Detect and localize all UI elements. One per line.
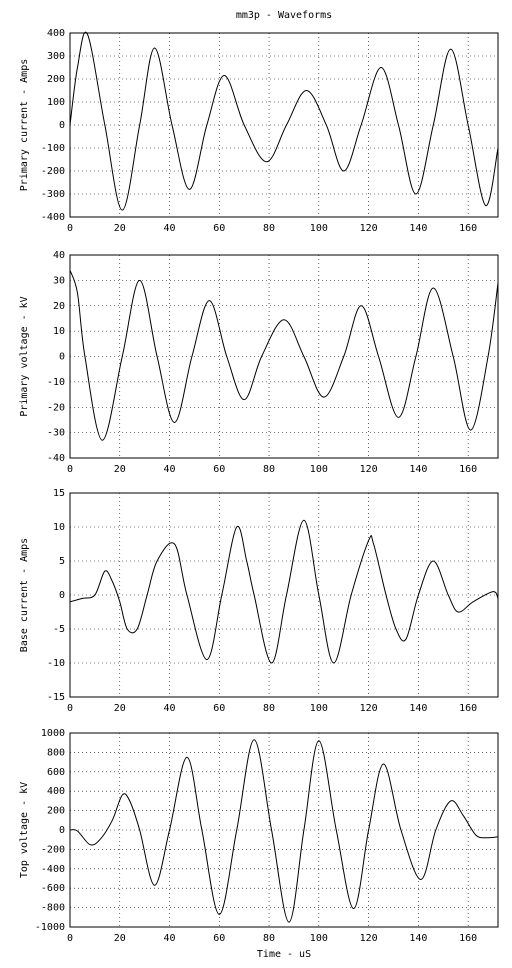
y-tick-label: 300 — [47, 51, 65, 62]
x-tick-label: 80 — [263, 933, 275, 944]
y-tick-label: -10 — [47, 377, 65, 388]
y-tick-label: 10 — [53, 522, 65, 533]
y-tick-label: -400 — [41, 864, 65, 875]
data-line — [69, 270, 499, 441]
y-tick-label: 15 — [53, 488, 65, 499]
y-tick-label: -400 — [41, 212, 65, 223]
y-tick-label: 5 — [59, 556, 65, 567]
y-tick-label: 0 — [59, 352, 65, 363]
x-tick-label: 100 — [310, 223, 328, 234]
x-tick-label: 100 — [310, 464, 328, 475]
y-tick-label: 1000 — [41, 728, 65, 739]
x-tick-label: 100 — [310, 933, 328, 944]
y-tick-label: -100 — [41, 143, 65, 154]
y-tick-label: 800 — [47, 747, 65, 758]
x-tick-label: 120 — [360, 933, 378, 944]
y-tick-label: 600 — [47, 767, 65, 778]
data-line — [69, 519, 499, 664]
x-tick-label: 80 — [263, 464, 275, 475]
x-tick-label: 140 — [409, 223, 427, 234]
data-line — [69, 739, 499, 923]
y-tick-label: -20 — [47, 402, 65, 413]
y-axis-label: Top voltage - kV — [19, 782, 30, 878]
x-tick-label: 40 — [164, 223, 176, 234]
y-axis-label: Primary current - Amps — [19, 59, 30, 191]
x-tick-label: 160 — [459, 464, 477, 475]
y-tick-label: -15 — [47, 692, 65, 703]
y-tick-label: -10 — [47, 658, 65, 669]
y-tick-label: 20 — [53, 301, 65, 312]
y-tick-label: 0 — [59, 825, 65, 836]
x-tick-label: 120 — [360, 464, 378, 475]
y-tick-label: -200 — [41, 844, 65, 855]
plot-frame — [69, 492, 499, 698]
plot-frame — [69, 254, 499, 459]
y-tick-label: -600 — [41, 883, 65, 894]
x-tick-label: 140 — [409, 933, 427, 944]
x-tick-label: 80 — [263, 703, 275, 714]
x-tick-label: 60 — [213, 464, 225, 475]
x-tick-label: 80 — [263, 223, 275, 234]
x-tick-label: 140 — [409, 464, 427, 475]
x-tick-label: 20 — [114, 933, 126, 944]
x-tick-label: 120 — [360, 703, 378, 714]
y-tick-label: 200 — [47, 74, 65, 85]
x-tick-label: 20 — [114, 223, 126, 234]
y-tick-label: 30 — [53, 275, 65, 286]
x-tick-label: 0 — [67, 223, 73, 234]
x-tick-label: 60 — [213, 703, 225, 714]
x-tick-label: 160 — [459, 223, 477, 234]
y-tick-label: 400 — [47, 28, 65, 39]
y-tick-label: -5 — [53, 624, 65, 635]
y-tick-label: 0 — [59, 120, 65, 131]
y-tick-label: 0 — [59, 590, 65, 601]
x-axis-label: Time - uS — [257, 949, 311, 960]
x-tick-label: 160 — [459, 933, 477, 944]
x-tick-label: 0 — [67, 933, 73, 944]
y-tick-label: -30 — [47, 428, 65, 439]
x-tick-label: 60 — [213, 223, 225, 234]
y-tick-label: 10 — [53, 326, 65, 337]
x-tick-label: 0 — [67, 464, 73, 475]
x-tick-label: 20 — [114, 464, 126, 475]
y-tick-label: 200 — [47, 806, 65, 817]
y-tick-label: 400 — [47, 786, 65, 797]
y-tick-label: 100 — [47, 97, 65, 108]
y-axis-label: Base current - Amps — [19, 538, 30, 652]
data-line — [69, 31, 499, 211]
x-tick-label: 140 — [409, 703, 427, 714]
x-tick-label: 40 — [164, 703, 176, 714]
y-tick-label: 40 — [53, 250, 65, 261]
x-tick-label: 120 — [360, 223, 378, 234]
y-tick-label: -1000 — [35, 922, 65, 933]
y-tick-label: -800 — [41, 903, 65, 914]
y-tick-label: -200 — [41, 166, 65, 177]
x-tick-label: 100 — [310, 703, 328, 714]
y-tick-label: -40 — [47, 453, 65, 464]
x-tick-label: 40 — [164, 933, 176, 944]
x-tick-label: 160 — [459, 703, 477, 714]
x-tick-label: 60 — [213, 933, 225, 944]
x-tick-label: 0 — [67, 703, 73, 714]
x-tick-label: 20 — [114, 703, 126, 714]
x-tick-label: 40 — [164, 464, 176, 475]
y-axis-label: Primary voltage - kV — [19, 296, 30, 416]
y-tick-label: -300 — [41, 189, 65, 200]
chart-title: mm3p - Waveforms — [236, 10, 332, 21]
